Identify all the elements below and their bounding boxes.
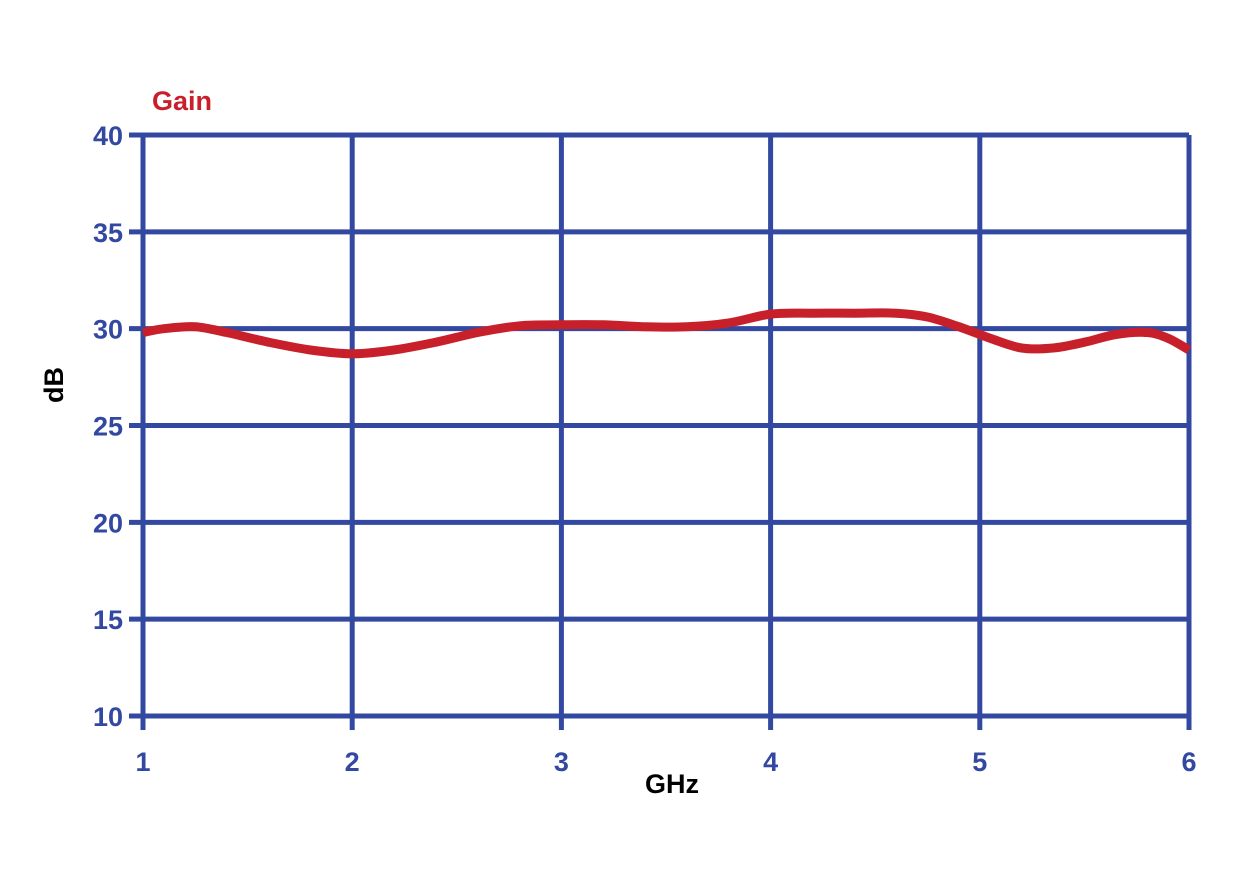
x-tick-label-5: 5 xyxy=(972,747,987,777)
y-tick-label-30: 30 xyxy=(93,315,123,345)
y-tick-label-35: 35 xyxy=(93,218,123,248)
x-tick-label-6: 6 xyxy=(1181,747,1196,777)
x-tick-label-2: 2 xyxy=(345,747,360,777)
y-tick-label-40: 40 xyxy=(93,121,123,151)
y-axis-title: dB xyxy=(39,367,69,403)
series-layer xyxy=(142,308,1192,359)
x-tick-label-3: 3 xyxy=(554,747,569,777)
y-tick-label-25: 25 xyxy=(93,412,123,442)
x-tick-label-1: 1 xyxy=(135,747,150,777)
x-axis-title: GHz xyxy=(645,769,699,799)
y-tick-label-20: 20 xyxy=(93,508,123,538)
legend-label-gain: Gain xyxy=(152,86,212,116)
y-tick-label-10: 10 xyxy=(93,702,123,732)
grid xyxy=(129,132,1192,730)
y-tick-label-15: 15 xyxy=(93,605,123,635)
x-tick-label-4: 4 xyxy=(763,747,778,777)
series-line-gain xyxy=(142,308,1192,359)
tick-labels: 10 15 20 25 30 35 40 1 2 3 4 5 6 xyxy=(93,121,1197,777)
